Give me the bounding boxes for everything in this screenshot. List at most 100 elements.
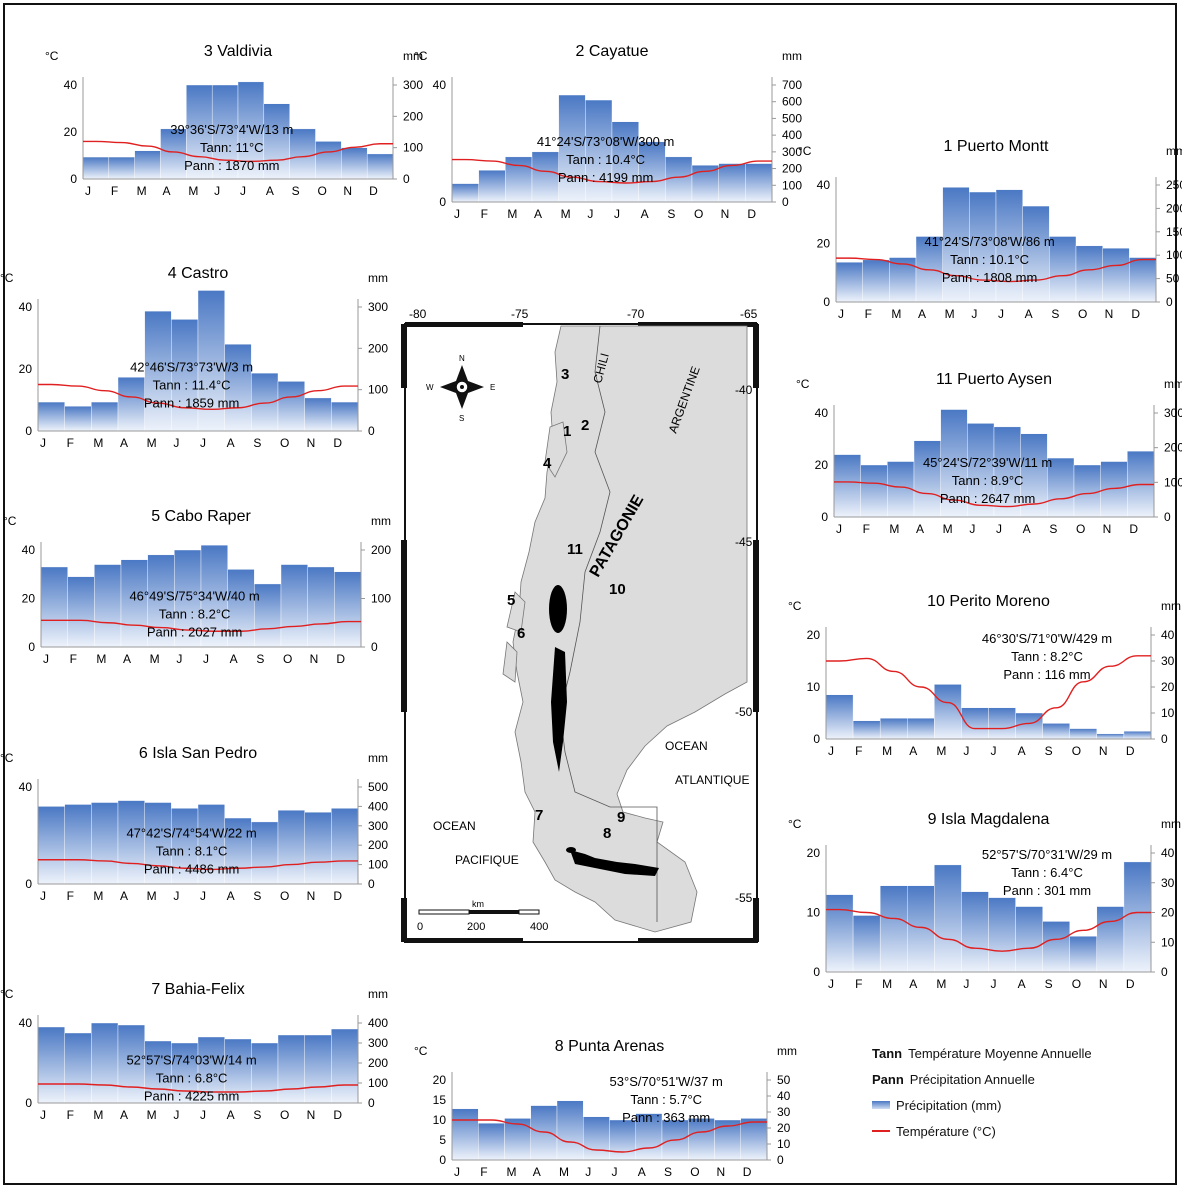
precip-bar — [585, 99, 613, 203]
temp-tick-label: 10 — [807, 906, 821, 920]
month-tick-label: S — [1049, 522, 1057, 536]
month-tick-label: M — [93, 1108, 103, 1122]
chart-title: 7 Bahia-Felix — [151, 981, 244, 998]
month-tick-label: A — [909, 977, 917, 991]
month-tick-label: J — [85, 184, 91, 198]
month-tick-label: N — [307, 436, 316, 450]
month-tick-label: D — [743, 1165, 752, 1179]
temp-axis-label: °C — [0, 751, 14, 765]
precip-bar — [860, 464, 888, 518]
month-tick-label: J — [991, 977, 997, 991]
precip-bar — [665, 156, 693, 203]
precip-bar — [366, 153, 394, 180]
legend-tann-key: Tann — [872, 1045, 903, 1061]
chart-title: 8 Punta Arenas — [555, 1038, 664, 1055]
temp-tick-label: 20 — [815, 458, 829, 472]
legend-precip-label: Précipitation (mm) — [896, 1097, 1002, 1113]
precip-bar — [331, 808, 359, 885]
precip-bar — [91, 1022, 119, 1104]
chart-title: 3 Valdivia — [204, 43, 272, 60]
scale-tick-label: 400 — [530, 921, 548, 933]
station-number: 5 — [507, 592, 515, 609]
month-tick-label: J — [173, 889, 179, 903]
temperature-line — [452, 1119, 767, 1153]
precip-bar — [835, 262, 863, 303]
precip-tick-label: 200 — [368, 1056, 388, 1070]
month-tick-label: F — [865, 307, 872, 321]
month-tick-label: D — [1126, 977, 1135, 991]
scale-bar: km 0 200 400 — [417, 899, 548, 933]
precip-axis-label: mm — [1161, 599, 1181, 613]
precip-bar — [91, 401, 119, 432]
precip-tick-label: 0 — [368, 1096, 375, 1110]
month-tick-label: F — [70, 652, 77, 666]
precip-bar — [304, 812, 332, 885]
month-tick-label: M — [507, 1165, 517, 1179]
month-tick-label: O — [1072, 977, 1081, 991]
month-tick-label: N — [717, 1165, 726, 1179]
temp-tick-label: 20 — [807, 628, 821, 642]
month-tick-label: M — [147, 436, 157, 450]
month-tick-label: N — [310, 652, 319, 666]
lon-tick-label: -65 — [740, 307, 758, 321]
temperature-line — [38, 859, 358, 871]
chart-title: 5 Cabo Raper — [151, 508, 251, 525]
precip-tick-label: 300 — [368, 819, 388, 833]
month-tick-label: N — [1105, 307, 1114, 321]
month-tick-label: F — [67, 436, 74, 450]
temp-axis-label: °C — [45, 49, 59, 63]
scale-tick-label: 0 — [417, 921, 423, 933]
patagonia-map: -80 -75 -70 -65 -40 -45 -50 -55 N S E W … — [395, 302, 775, 952]
precip-bar — [160, 128, 187, 180]
month-tick-label: A — [918, 307, 926, 321]
month-tick-label: O — [280, 889, 289, 903]
precip-bar — [211, 84, 239, 180]
station-number: 7 — [535, 807, 543, 824]
month-tick-label: S — [292, 184, 300, 198]
month-tick-label: O — [280, 1108, 289, 1122]
month-tick-label: D — [333, 1108, 342, 1122]
month-tick-label: A — [266, 184, 274, 198]
island — [544, 421, 568, 478]
climate-chart-isla-magdalena: 9 Isla Magdalena °C mm J F M A M J J A S O N D 0 10 20 0 10… — [788, 808, 1182, 994]
precip-tick-label: 300 — [782, 145, 802, 159]
precip-bar — [635, 1113, 663, 1161]
precip-tick-label: 10 — [1161, 706, 1175, 720]
precip-bar — [1015, 712, 1043, 740]
station-info: Pann : 2027 mm — [147, 624, 242, 639]
month-tick-label: O — [1076, 522, 1085, 536]
climate-chart-puerto-montt: 1 Puerto Montt °C mm J F M A M J J A S O N D 0 20 40 0 50 10… — [798, 135, 1182, 324]
precip-bar — [505, 156, 533, 203]
precip-bar — [478, 1122, 505, 1161]
precip-bar — [64, 1032, 92, 1104]
month-tick-label: A — [120, 436, 128, 450]
month-tick-label: N — [721, 207, 730, 221]
precip-bar — [144, 310, 172, 432]
temp-tick-label: 40 — [19, 780, 33, 794]
precip-tick-label: 20 — [777, 1121, 791, 1135]
month-tick-label: J — [963, 977, 969, 991]
station-info: Tann : 8.9°C — [952, 473, 1024, 488]
month-tick-label: A — [120, 889, 128, 903]
precip-bar — [451, 183, 479, 203]
precip-bar — [638, 141, 666, 203]
month-tick-label: J — [996, 522, 1002, 536]
precip-bar — [64, 804, 92, 885]
precip-axis-label: mm — [1164, 377, 1182, 391]
precip-bar — [907, 885, 935, 973]
month-tick-label: M — [147, 889, 157, 903]
precip-tick-label: 200 — [368, 838, 388, 852]
precip-bar — [251, 821, 279, 885]
month-tick-label: A — [1018, 977, 1026, 991]
month-tick-label: F — [67, 889, 74, 903]
precip-axis-label: mm — [782, 49, 802, 63]
precip-bar — [331, 401, 359, 432]
precip-tick-label: 0 — [371, 640, 378, 654]
month-tick-label: J — [176, 652, 182, 666]
precip-bar — [144, 802, 172, 885]
temp-tick-label: 0 — [439, 195, 446, 209]
precip-bar — [117, 800, 145, 885]
month-tick-label: M — [507, 207, 517, 221]
precip-tick-label: 200 — [371, 543, 391, 557]
precip-bar — [825, 894, 854, 973]
